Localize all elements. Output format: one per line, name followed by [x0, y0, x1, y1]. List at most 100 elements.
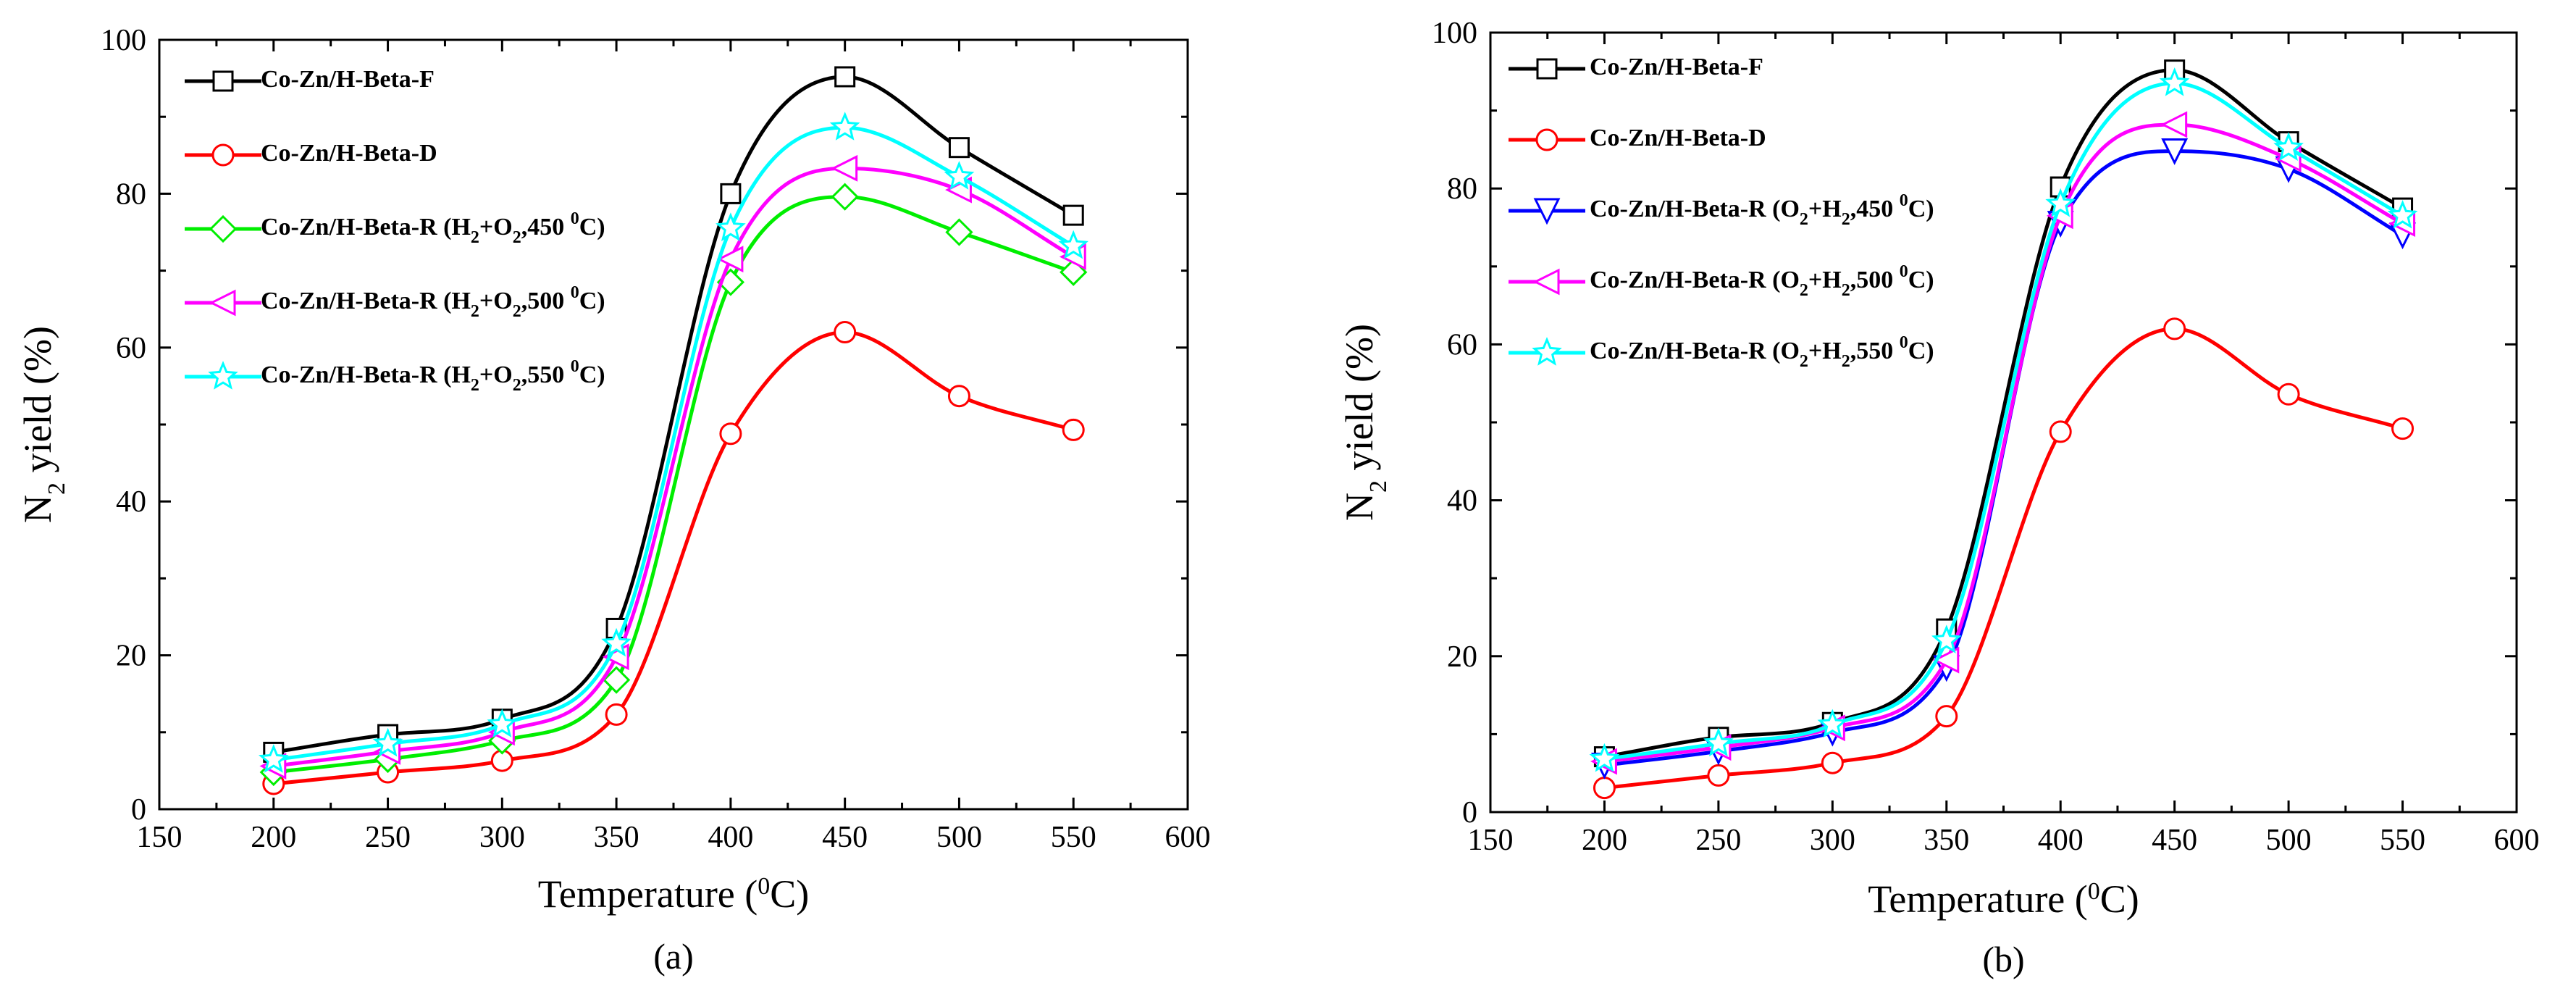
x-tick-label: 200	[1582, 824, 1627, 857]
data-point	[2273, 132, 2304, 161]
data-point	[1821, 751, 1844, 774]
data-point	[2391, 417, 2415, 440]
data-point	[944, 161, 975, 190]
series-4	[258, 112, 1089, 773]
legend-label: Co-Zn/H-Beta-D	[1590, 125, 1766, 151]
data-point	[1935, 705, 1958, 728]
y-tick-label: 40	[1447, 485, 1477, 518]
series-line	[1604, 327, 2404, 790]
data-point	[1062, 204, 1084, 226]
x-tick-label: 250	[365, 821, 411, 854]
data-point	[834, 66, 856, 88]
data-point	[605, 703, 628, 726]
data-point	[2161, 138, 2189, 165]
x-tick-label: 300	[1810, 824, 1855, 857]
legend-marker	[1532, 337, 1562, 366]
data-point	[372, 727, 403, 757]
y-tick-label: 60	[1447, 328, 1477, 361]
data-point	[2160, 111, 2188, 138]
series-2	[259, 183, 1088, 787]
y-tick-label: 0	[1462, 796, 1477, 829]
x-tick-label: 300	[479, 821, 525, 854]
y-tick-label: 100	[1432, 17, 1477, 50]
series-line	[273, 166, 1075, 768]
data-point	[831, 183, 859, 211]
legend-label: Co-Zn/H-Beta-D	[261, 140, 437, 167]
data-point	[1062, 418, 1085, 441]
data-point	[1817, 709, 1848, 738]
legend-marker	[211, 143, 235, 167]
data-point	[719, 422, 742, 446]
x-tick-label: 150	[1468, 824, 1514, 857]
y-tick-label: 100	[101, 24, 146, 57]
data-point	[1593, 777, 1616, 800]
legend-label: Co-Zn/H-Beta-R (H2+O2,450 0C)	[261, 209, 605, 247]
x-tick-label: 600	[1165, 821, 1211, 854]
x-tick-label: 550	[1051, 821, 1096, 854]
series-line	[273, 330, 1074, 786]
data-point	[1932, 646, 1960, 674]
series-line	[1604, 81, 2404, 761]
legend-label: Co-Zn/H-Beta-R (O2+H2,500 0C)	[1590, 262, 1934, 300]
data-point	[2049, 420, 2072, 443]
x-tick-label: 350	[1923, 824, 1969, 857]
y-axis-title: N2 yield (%)	[1338, 324, 1392, 521]
data-point	[2277, 383, 2300, 406]
x-tick-label: 500	[2266, 824, 2312, 857]
y-tick-label: 20	[116, 640, 146, 673]
data-point	[831, 154, 858, 182]
data-point	[1707, 764, 1730, 787]
data-point	[948, 137, 970, 159]
series-1	[1593, 317, 2415, 800]
legend-marker	[1533, 198, 1561, 225]
legend: Co-Zn/H-Beta-F Co-Zn/H-Beta-D Co-Zn/H-Beta…	[185, 66, 605, 395]
data-point	[720, 183, 742, 204]
x-tick-label: 200	[251, 821, 296, 854]
data-point	[1931, 624, 1962, 653]
y-tick-label: 40	[116, 485, 146, 519]
legend-marker	[1536, 58, 1558, 80]
y-tick-label: 60	[116, 332, 146, 365]
data-point	[945, 218, 973, 246]
legend-label: Co-Zn/H-Beta-R (H2+O2,500 0C)	[261, 283, 605, 321]
data-point	[1703, 727, 1734, 757]
series-line	[273, 125, 1075, 762]
series-1	[262, 321, 1085, 795]
data-point	[2159, 67, 2190, 96]
x-axis-title: Temperature (0C)	[1868, 877, 2139, 921]
panel-label: (b)	[1982, 939, 2024, 979]
data-point	[258, 744, 289, 773]
x-tick-label: 550	[2380, 824, 2425, 857]
series-line	[1604, 149, 2404, 767]
data-point	[2387, 199, 2418, 229]
x-tick-label: 400	[708, 821, 753, 854]
panel-label: (a)	[653, 936, 694, 977]
x-tick-label: 400	[2038, 824, 2084, 857]
x-tick-label: 450	[2152, 824, 2197, 857]
data-point	[602, 666, 631, 694]
chart-panel-a: 150 200 250 300 350 400 450 500 550 600 0 20 40 60 80 1…	[16, 24, 1211, 977]
series-line	[273, 195, 1075, 774]
x-tick-label: 150	[137, 821, 182, 854]
series-line	[1604, 122, 2404, 764]
data-point	[1589, 743, 1620, 772]
y-tick-label: 80	[1447, 172, 1477, 206]
series-line	[1603, 68, 2404, 759]
legend-marker	[208, 361, 238, 390]
data-point	[487, 709, 518, 737]
data-point	[2045, 188, 2076, 217]
legend-marker	[212, 70, 234, 92]
data-point	[947, 385, 970, 408]
data-point	[716, 212, 746, 241]
data-point	[716, 246, 744, 273]
series-2	[1591, 138, 2416, 779]
series-4	[1589, 67, 2418, 772]
legend-marker	[1535, 128, 1558, 151]
legend: Co-Zn/H-Beta-F Co-Zn/H-Beta-D Co-Zn/H-Beta…	[1509, 54, 1934, 371]
data-point	[829, 112, 860, 141]
legend-marker	[1532, 268, 1560, 296]
x-axis-title: Temperature (0C)	[538, 872, 810, 916]
legend-label: Co-Zn/H-Beta-R (H2+O2,550 0C)	[261, 357, 605, 395]
x-tick-label: 500	[936, 821, 982, 854]
